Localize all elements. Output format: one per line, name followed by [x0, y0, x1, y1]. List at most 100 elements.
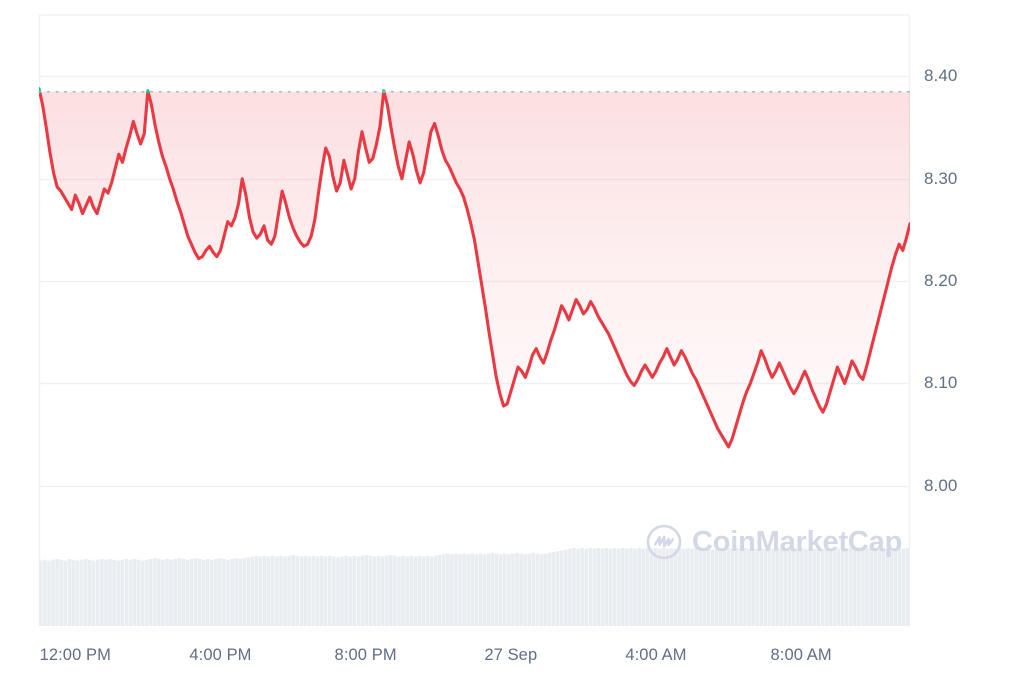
- volume-bar: [897, 548, 902, 626]
- volume-bar: [87, 559, 92, 626]
- volume-bar: [836, 548, 841, 626]
- volume-bar: [181, 558, 186, 626]
- volume-bar: [604, 548, 609, 626]
- volume-bar: [161, 559, 165, 626]
- volume-bar: [804, 548, 808, 626]
- volume-bar: [832, 548, 837, 626]
- volume-bar: [91, 560, 96, 626]
- volume-bar: [71, 559, 76, 626]
- volume-bar: [686, 548, 690, 626]
- volume-bar: [340, 556, 344, 626]
- volume-bar: [405, 556, 409, 626]
- x-tick-label: 8:00 PM: [334, 646, 397, 664]
- volume-bar: [678, 548, 682, 626]
- volume-bar: [356, 556, 361, 626]
- volume-bar: [108, 558, 112, 626]
- volume-bar: [901, 548, 906, 626]
- volume-bar: [100, 558, 104, 626]
- volume-bar: [796, 548, 800, 626]
- volume-bar: [283, 556, 287, 626]
- volume-bar: [201, 559, 206, 626]
- volume-bar: [315, 556, 320, 626]
- volume-bar: [421, 556, 426, 626]
- volume-bar: [767, 548, 772, 626]
- volume-bar: [250, 556, 255, 626]
- volume-bar: [637, 548, 641, 626]
- volume-bar: [51, 559, 55, 626]
- volume-bar: [177, 558, 181, 626]
- volume-bar: [755, 548, 759, 626]
- volume-bar: [376, 555, 381, 626]
- volume-bar: [881, 548, 886, 626]
- volume-bar: [209, 559, 214, 626]
- volume-bar: [543, 553, 548, 626]
- volume-bar: [43, 559, 47, 626]
- volume-bar: [800, 548, 804, 626]
- x-tick-label: 4:00 AM: [625, 646, 687, 664]
- volume-bar: [417, 555, 422, 626]
- volume-bar: [848, 548, 853, 626]
- volume-bar: [657, 548, 662, 626]
- volume-bar: [336, 557, 340, 626]
- volume-bar: [441, 554, 446, 626]
- volume-bar: [718, 548, 723, 626]
- volume-bar: [364, 555, 369, 626]
- volume-bar: [690, 548, 694, 626]
- volume-bar: [547, 552, 552, 626]
- volume-bar: [185, 559, 190, 626]
- volume-bar: [234, 558, 238, 626]
- volume-bar: [344, 555, 348, 626]
- volume-bar: [649, 548, 654, 626]
- volume-bar: [840, 548, 845, 626]
- volume-bar: [588, 548, 593, 626]
- volume-bar: [824, 548, 829, 626]
- volume-bar: [893, 548, 898, 626]
- volume-bar: [555, 551, 560, 626]
- volume-bar: [242, 558, 247, 626]
- volume-bars: [39, 548, 910, 626]
- volume-bar: [592, 548, 597, 626]
- volume-bar: [47, 560, 51, 626]
- volume-bar: [360, 555, 365, 626]
- volume-bar: [384, 555, 389, 626]
- volume-bar: [287, 555, 291, 626]
- volume-bar: [262, 555, 267, 626]
- volume-bar: [63, 560, 68, 626]
- volume-bar: [258, 556, 263, 626]
- y-tick-label: 8.30: [924, 168, 958, 188]
- volume-bar: [214, 558, 218, 626]
- volume-bar: [393, 555, 397, 626]
- volume-bar: [112, 559, 116, 626]
- volume-bar: [433, 555, 438, 626]
- volume-bar: [437, 555, 442, 626]
- volume-bar: [608, 548, 613, 626]
- volume-bar: [39, 560, 43, 626]
- volume-bar: [462, 553, 466, 626]
- volume-bar: [193, 558, 198, 626]
- volume-bar: [698, 548, 702, 626]
- volume-bar: [877, 548, 882, 626]
- volume-bar: [564, 549, 568, 626]
- volume-bar: [523, 554, 527, 626]
- volume-bar: [226, 559, 230, 626]
- volume-bar: [572, 548, 576, 626]
- volume-bar: [136, 559, 141, 626]
- volume-bar: [389, 555, 393, 626]
- volume-bar: [694, 548, 698, 626]
- volume-bar: [771, 548, 776, 626]
- volume-bar: [751, 548, 755, 626]
- volume-bar: [397, 556, 401, 626]
- volume-bar: [266, 556, 271, 626]
- volume-bar: [205, 558, 210, 626]
- volume-bar: [173, 558, 177, 626]
- price-line-down: [382, 90, 910, 449]
- volume-bar: [714, 548, 719, 626]
- volume-bar: [551, 551, 556, 626]
- volume-bar: [429, 556, 434, 626]
- volume-bar: [75, 560, 80, 626]
- volume-bar: [539, 554, 544, 626]
- volume-bar: [197, 558, 202, 626]
- volume-bar: [144, 559, 149, 626]
